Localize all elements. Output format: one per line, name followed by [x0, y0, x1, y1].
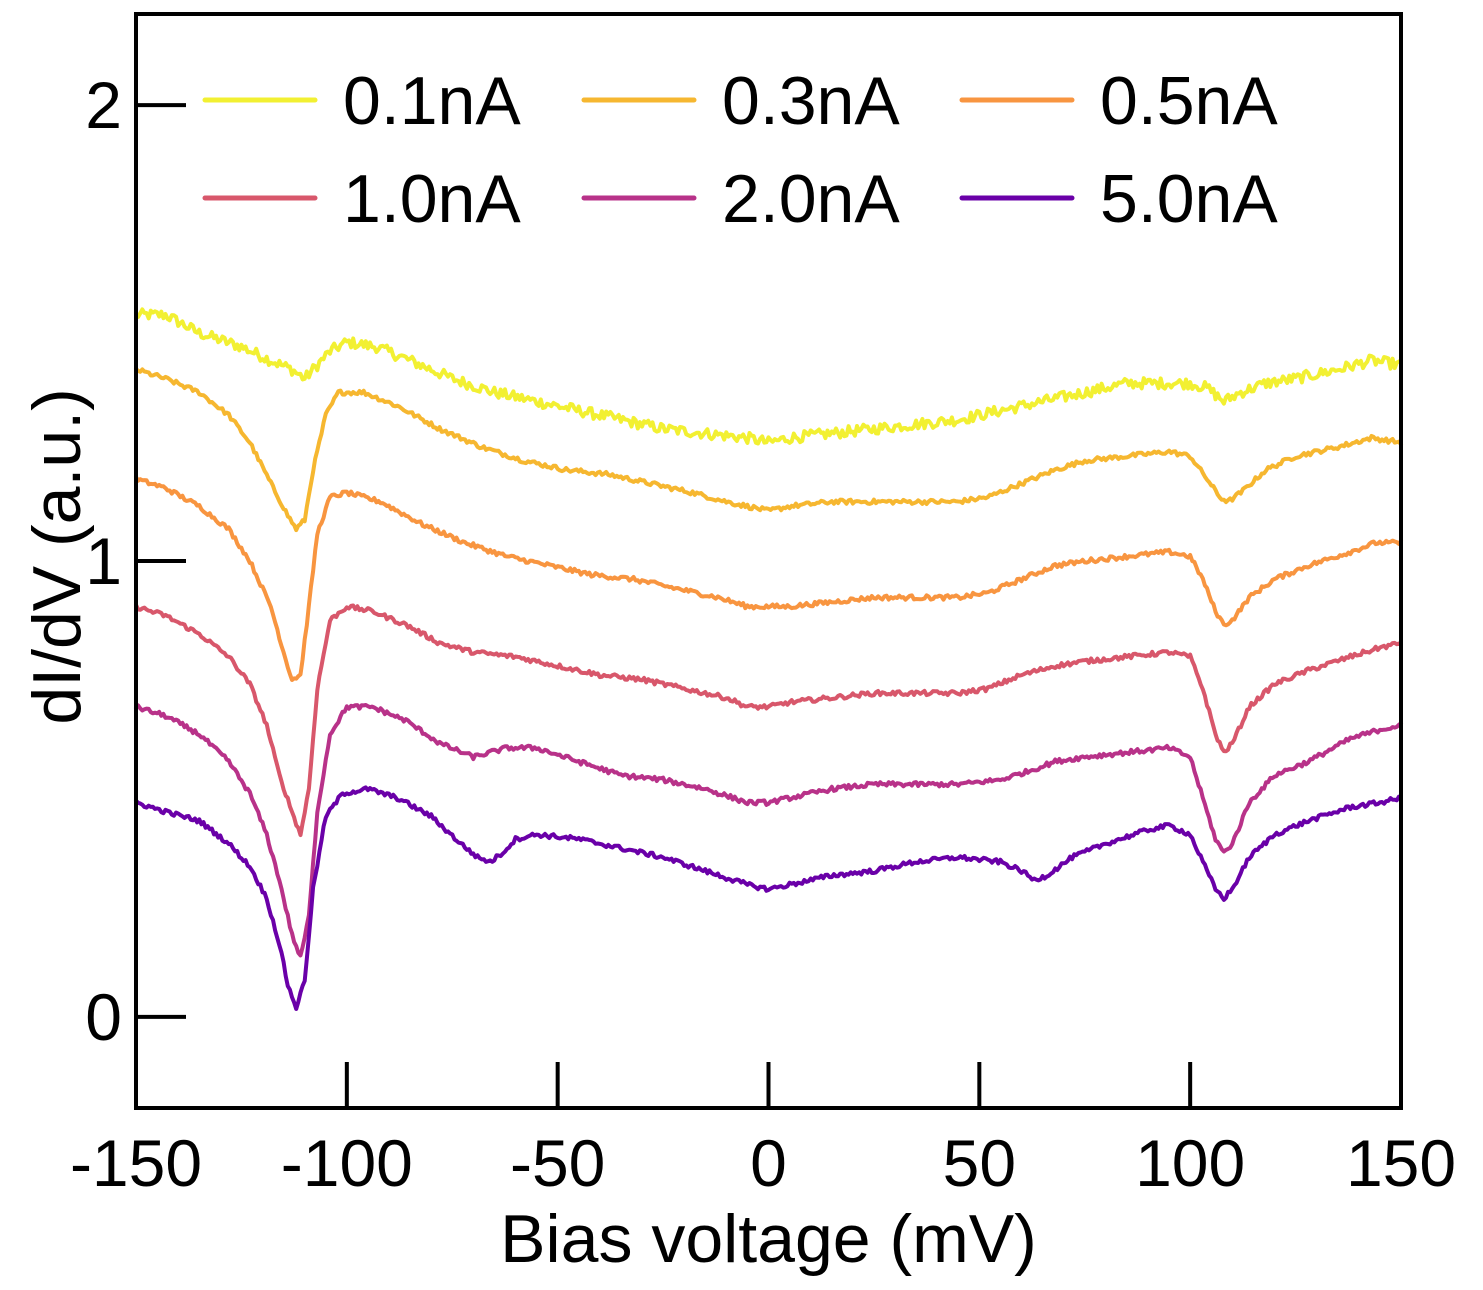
legend-label: 0.5nA: [1100, 63, 1278, 139]
legend-label: 1.0nA: [343, 161, 521, 237]
x-tick-label: -150: [70, 1126, 202, 1200]
series-line-0.5nA: [134, 475, 1403, 682]
x-axis-title: Bias voltage (mV): [500, 1201, 1037, 1277]
series-layer: [134, 307, 1403, 1011]
x-tick-label: -100: [281, 1126, 413, 1200]
x-tick-label: 100: [1135, 1126, 1245, 1200]
tick-layer: -150 -100 -50 0 50 100 150 0 1 2: [70, 68, 1456, 1200]
x-tick-label: 50: [943, 1126, 1016, 1200]
y-axis-title: dI/dV (a.u.): [19, 388, 95, 724]
legend-label: 0.3nA: [722, 63, 900, 139]
x-tick-label: 150: [1346, 1126, 1456, 1200]
series-line-2.0nA: [134, 703, 1403, 958]
y-tick-label: 0: [85, 980, 122, 1054]
series-line-0.3nA: [134, 366, 1403, 533]
legend-label: 0.1nA: [343, 63, 521, 139]
plot-frame: [134, 12, 1403, 1110]
series-line-0.1nA: [134, 307, 1403, 446]
x-tick-label: -50: [510, 1126, 605, 1200]
series-line-5.0nA: [134, 785, 1403, 1011]
series-line-1.0nA: [134, 602, 1403, 838]
y-tick-label: 1: [85, 524, 122, 598]
legend-label: 5.0nA: [1100, 161, 1278, 237]
x-tick-label: 0: [750, 1126, 787, 1200]
y-tick-label: 2: [85, 68, 122, 142]
legend: 0.1nA 0.3nA 0.5nA 1.0nA 2.0nA 5.0nA: [202, 63, 1278, 237]
legend-label: 2.0nA: [722, 161, 900, 237]
